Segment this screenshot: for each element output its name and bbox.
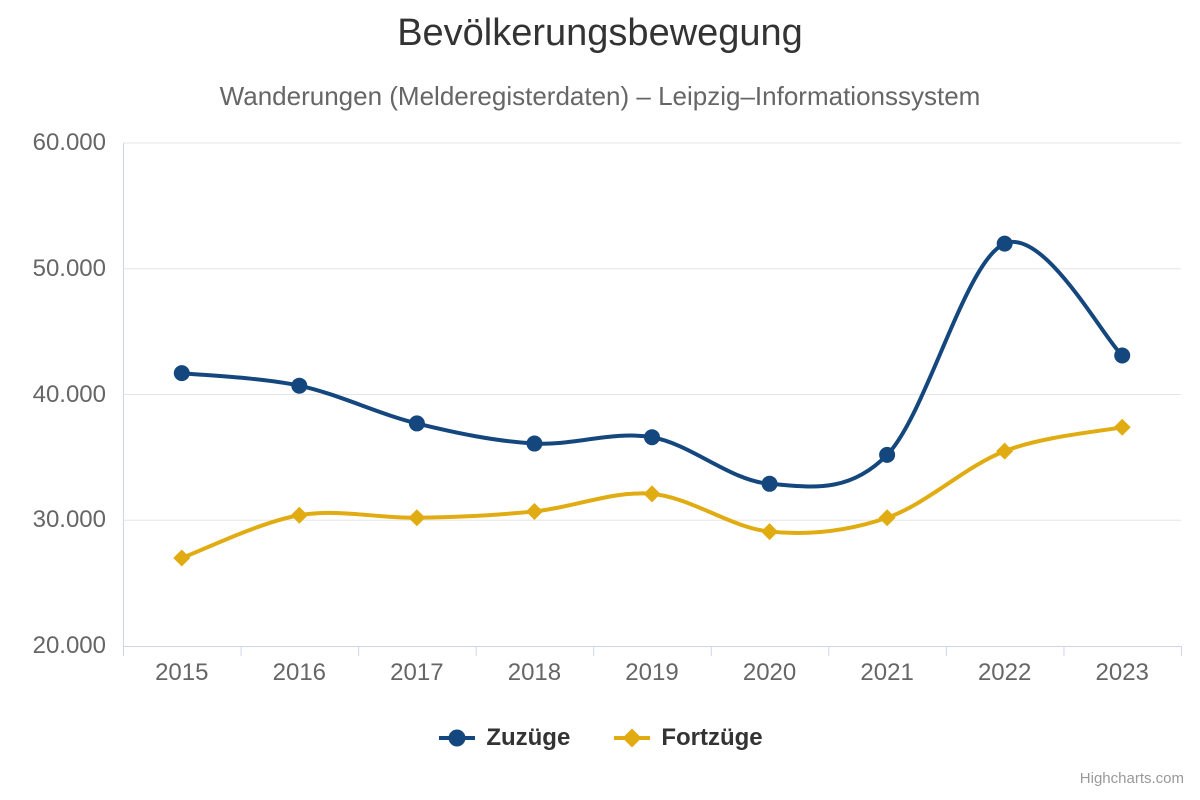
x-axis-label: 2016 xyxy=(272,659,327,686)
circle-marker-icon xyxy=(439,729,476,747)
data-point-Zuzüge-2015[interactable] xyxy=(173,365,190,382)
legend-item-fortzuege[interactable]: Fortzüge xyxy=(612,724,763,752)
chart-subtitle: Wanderungen (Melderegisterdaten) – Leipz… xyxy=(219,81,981,111)
highcharts-credit-link[interactable]: Highcharts.com xyxy=(1079,770,1184,787)
x-axis-label: 2019 xyxy=(625,659,679,686)
data-point-Zuzüge-2022[interactable] xyxy=(996,235,1013,252)
x-axis-label: 2015 xyxy=(155,659,209,686)
data-point-Fortzüge-2015[interactable] xyxy=(173,549,191,567)
data-point-Fortzüge-2022[interactable] xyxy=(996,442,1014,460)
data-point-Zuzüge-2016[interactable] xyxy=(291,377,308,394)
x-axis-label: 2023 xyxy=(1095,659,1149,686)
data-point-Fortzüge-2017[interactable] xyxy=(408,509,426,527)
data-point-Zuzüge-2017[interactable] xyxy=(408,415,425,432)
series-line-Zuzüge[interactable] xyxy=(179,239,1125,489)
data-point-Fortzüge-2018[interactable] xyxy=(525,502,543,520)
x-axis-label: 2022 xyxy=(977,659,1032,686)
y-axis-label: 40.000 xyxy=(32,380,106,408)
y-axis-label: 20.000 xyxy=(32,632,106,659)
x-axis-label: 2017 xyxy=(390,659,444,686)
y-axis-label: 30.000 xyxy=(32,506,106,534)
x-axis-label: 2021 xyxy=(860,659,914,686)
diamond-marker-icon xyxy=(614,728,651,748)
y-axis-label: 60.000 xyxy=(32,129,106,156)
x-axis-label: 2018 xyxy=(507,659,562,686)
data-point-Fortzüge-2021[interactable] xyxy=(878,509,896,527)
legend-label-fortzuege: Fortzüge xyxy=(661,724,763,751)
data-point-Fortzüge-2023[interactable] xyxy=(1113,418,1131,436)
y-axis-label: 50.000 xyxy=(32,254,106,282)
legend-label-zuzuege: Zuzüge xyxy=(486,724,571,751)
data-point-Fortzüge-2019[interactable] xyxy=(643,485,661,503)
data-point-Zuzüge-2018[interactable] xyxy=(526,435,543,452)
legend: Zuzüge Fortzüge xyxy=(0,724,1200,752)
data-point-Fortzüge-2016[interactable] xyxy=(290,506,308,524)
data-point-Fortzüge-2020[interactable] xyxy=(761,523,779,541)
data-point-Zuzüge-2020[interactable] xyxy=(761,475,778,492)
data-point-Zuzüge-2019[interactable] xyxy=(644,429,660,446)
x-axis-label: 2020 xyxy=(742,659,797,686)
data-point-Zuzüge-2023[interactable] xyxy=(1114,347,1131,364)
legend-item-zuzuege[interactable]: Zuzüge xyxy=(437,724,570,752)
chart-title: Bevölkerungsbewegung xyxy=(397,12,803,54)
data-point-Zuzüge-2021[interactable] xyxy=(879,446,896,463)
